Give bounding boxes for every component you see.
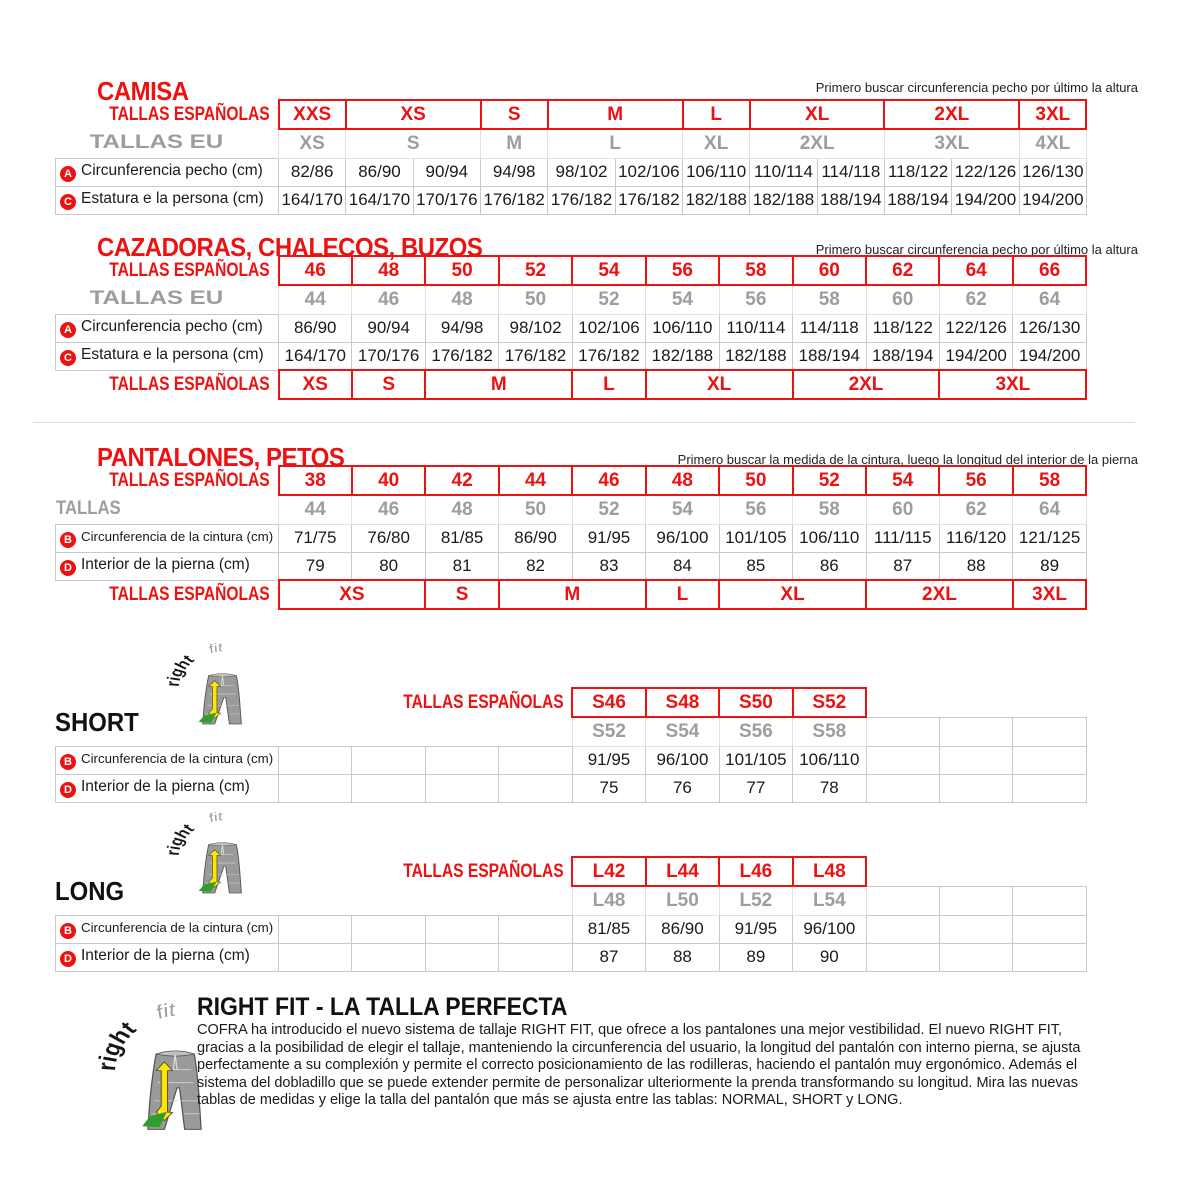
svg-text:right: right	[96, 1017, 142, 1072]
svg-text:fit: fit	[206, 810, 225, 825]
svg-text:right: right	[165, 821, 199, 856]
svg-text:fit: fit	[206, 641, 225, 656]
svg-text:fit: fit	[153, 999, 179, 1023]
svg-text:right: right	[165, 652, 199, 687]
